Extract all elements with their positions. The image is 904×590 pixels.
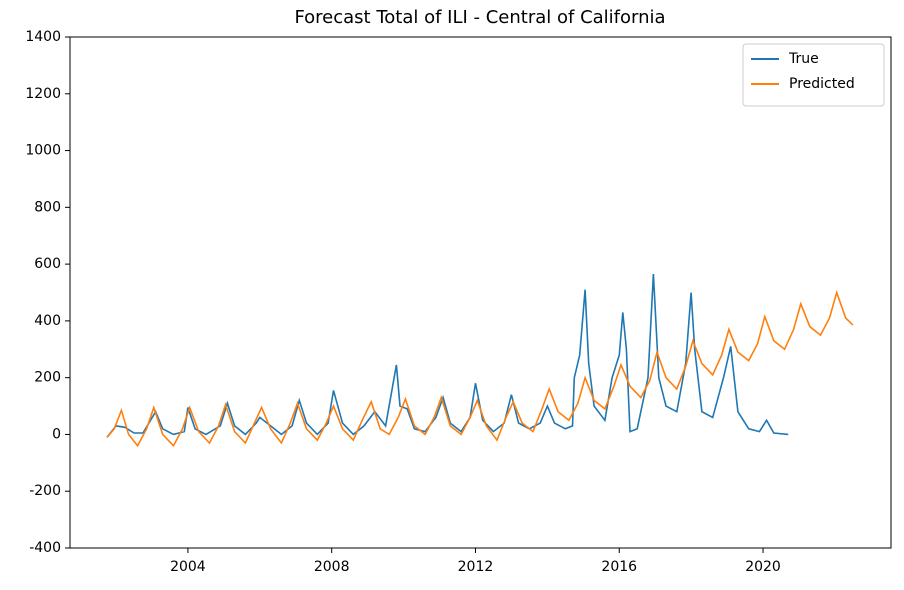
y-tick-label: 200 (34, 370, 61, 386)
x-tick-label: 2004 (170, 559, 206, 575)
y-tick-label: 1000 (25, 143, 61, 159)
y-tick-label: 600 (34, 256, 61, 272)
x-tick-label: 2008 (314, 559, 350, 575)
y-tick-label: 0 (52, 426, 61, 442)
x-tick-label: 2012 (458, 559, 494, 575)
legend-label: Predicted (789, 76, 855, 92)
y-tick-label: 1200 (25, 86, 61, 102)
y-tick-label: 1400 (25, 29, 61, 45)
line-series (106, 289, 854, 448)
plot-frame (69, 36, 892, 549)
x-tick-label: 2020 (745, 559, 781, 575)
x-tick-label: 2016 (601, 559, 637, 575)
legend-label: True (788, 51, 819, 67)
line-series (106, 273, 789, 438)
y-tick-label: 400 (34, 313, 61, 329)
y-tick-label: -200 (29, 483, 61, 499)
chart-title: Forecast Total of ILI - Central of Calif… (294, 7, 665, 28)
y-tick-label: -400 (29, 540, 61, 556)
y-tick-label: 800 (34, 199, 61, 215)
